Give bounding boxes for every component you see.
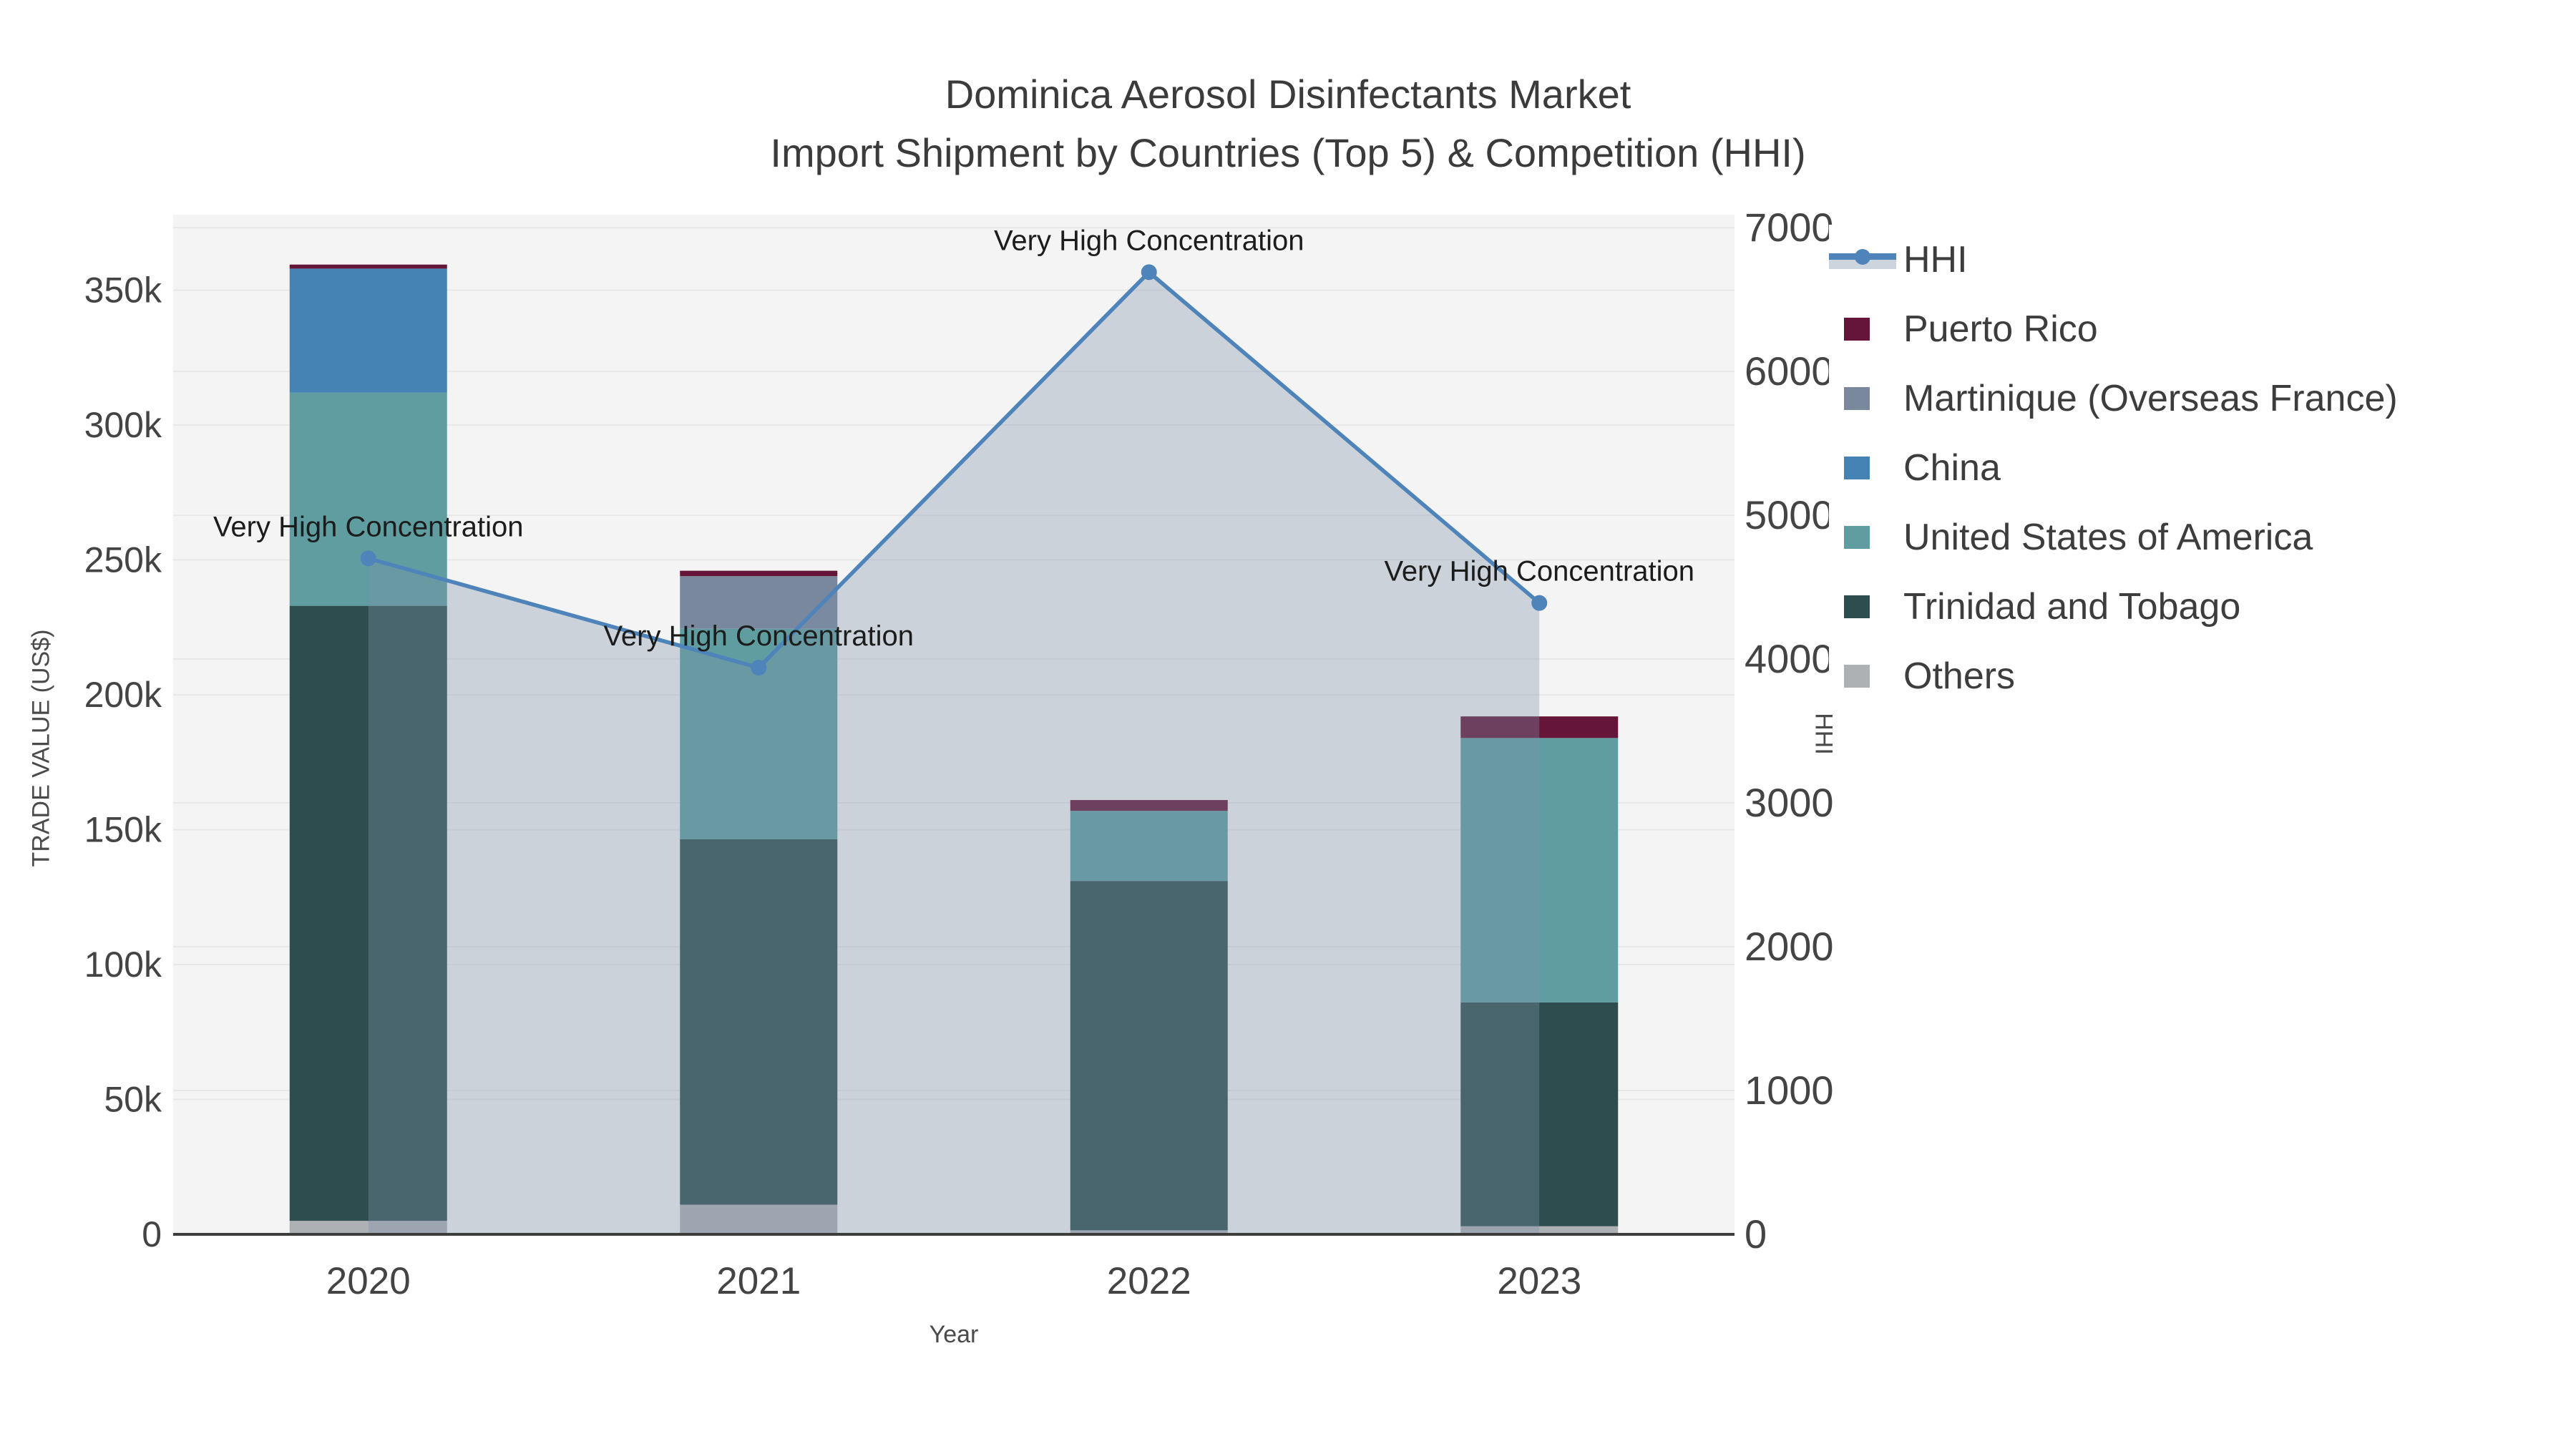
legend-swatch-slot bbox=[1829, 317, 1903, 341]
color-swatch-icon bbox=[1844, 595, 1870, 618]
bar-segment-trinidad-and-tobago-2021[interactable] bbox=[680, 839, 838, 1205]
legend-swatch-slot bbox=[1829, 595, 1903, 618]
y2-tick-4000: 4000 bbox=[1745, 636, 1834, 681]
legend-swatch-slot bbox=[1829, 248, 1903, 270]
y2-tick-1000: 1000 bbox=[1745, 1068, 1834, 1113]
annotation-2020: Very High Concentration bbox=[213, 511, 524, 542]
bar-segment-puerto-rico-2022[interactable] bbox=[1070, 800, 1228, 811]
bar-segment-trinidad-and-tobago-2022[interactable] bbox=[1070, 881, 1228, 1231]
y-axis-title-left: TRADE VALUE (US$) bbox=[27, 629, 55, 867]
bar-segment-united-states-of-america-2022[interactable] bbox=[1070, 811, 1228, 882]
y1-tick-300k: 300k bbox=[84, 405, 162, 445]
bar-segment-trinidad-and-tobago-2020[interactable] bbox=[289, 605, 447, 1221]
legend-label: United States of America bbox=[1903, 516, 2313, 558]
y1-tick-200k: 200k bbox=[84, 675, 162, 715]
chart-title: Dominica Aerosol Disinfectants Market bbox=[945, 72, 1631, 117]
hhi-point-2021[interactable] bbox=[751, 660, 767, 676]
y1-tick-350k: 350k bbox=[84, 270, 162, 311]
y2-tick-3000: 3000 bbox=[1745, 780, 1834, 825]
bar-segment-others-2020[interactable] bbox=[289, 1221, 447, 1234]
x-tick-2022: 2022 bbox=[1107, 1260, 1191, 1302]
hhi-area-fill bbox=[368, 272, 1540, 1235]
annotation-2022: Very High Concentration bbox=[994, 225, 1304, 256]
legend-label: Puerto Rico bbox=[1903, 308, 2098, 350]
bar-segment-puerto-rico-2023[interactable] bbox=[1460, 716, 1619, 738]
bar-segment-puerto-rico-2020[interactable] bbox=[289, 264, 447, 269]
legend-item-puerto-rico[interactable]: Puerto Rico bbox=[1829, 294, 2576, 364]
chart-subtitle: Import Shipment by Countries (Top 5) & C… bbox=[770, 130, 1806, 175]
hhi-point-2022[interactable] bbox=[1141, 264, 1157, 280]
legend-item-trinidad-and-tobago[interactable]: Trinidad and Tobago bbox=[1829, 572, 2576, 641]
bar-segment-others-2023[interactable] bbox=[1460, 1226, 1619, 1234]
y2-tick-6000: 6000 bbox=[1745, 348, 1834, 394]
legend-swatch-slot bbox=[1829, 664, 1903, 688]
legend: HHI Puerto Rico Martinique (Overseas Franc… bbox=[1829, 225, 2576, 711]
hhi-point-2023[interactable] bbox=[1531, 595, 1548, 611]
bar-segment-trinidad-and-tobago-2023[interactable] bbox=[1460, 1002, 1619, 1226]
color-swatch-icon bbox=[1844, 386, 1870, 410]
legend-item-china[interactable]: China bbox=[1829, 433, 2576, 502]
legend-label: Others bbox=[1903, 655, 2016, 697]
legend-label: China bbox=[1903, 447, 2001, 489]
x-tick-2023: 2023 bbox=[1497, 1260, 1581, 1302]
x-tick-2020: 2020 bbox=[326, 1260, 411, 1302]
bar-segment-others-2022[interactable] bbox=[1070, 1230, 1228, 1234]
bar-segment-china-2020[interactable] bbox=[289, 268, 447, 393]
hhi-line bbox=[368, 269, 1541, 670]
annotation-2023: Very High Concentration bbox=[1384, 556, 1694, 587]
y1-tick-0: 0 bbox=[142, 1214, 162, 1254]
color-swatch-icon bbox=[1844, 664, 1870, 688]
legend-item-hhi[interactable]: HHI bbox=[1829, 225, 2576, 294]
bar-segment-puerto-rico-2021[interactable] bbox=[680, 570, 838, 577]
y2-tick-2000: 2000 bbox=[1745, 924, 1834, 969]
legend-label: HHI bbox=[1903, 238, 1968, 280]
legend-swatch-slot bbox=[1829, 386, 1903, 410]
color-swatch-icon bbox=[1844, 317, 1870, 341]
hhi-marker-sample bbox=[1855, 248, 1870, 265]
y2-tick-5000: 5000 bbox=[1745, 492, 1834, 537]
bar-segment-united-states-of-america-2020[interactable] bbox=[289, 392, 447, 606]
bar-segment-united-states-of-america-2023[interactable] bbox=[1460, 738, 1619, 1002]
color-swatch-icon bbox=[1844, 525, 1870, 549]
hhi-line-swatch-icon bbox=[1829, 248, 1896, 270]
bar-segment-martinique-overseas-france-2021[interactable] bbox=[680, 576, 838, 629]
legend-item-united-states-of-america[interactable]: United States of America bbox=[1829, 502, 2576, 572]
x-axis-title: Year bbox=[929, 1321, 979, 1348]
y2-tick-7000: 7000 bbox=[1745, 205, 1834, 250]
y1-tick-50k: 50k bbox=[104, 1080, 162, 1120]
legend-label: Trinidad and Tobago bbox=[1903, 585, 2241, 628]
legend-swatch-slot bbox=[1829, 456, 1903, 479]
hhi-point-2020[interactable] bbox=[360, 550, 376, 567]
y1-tick-250k: 250k bbox=[84, 540, 162, 580]
y1-tick-100k: 100k bbox=[84, 945, 162, 985]
color-swatch-icon bbox=[1844, 456, 1870, 479]
annotation-2021: Very High Concentration bbox=[603, 620, 914, 652]
y2-tick-0: 0 bbox=[1745, 1211, 1767, 1257]
y1-tick-150k: 150k bbox=[84, 810, 162, 850]
legend-item-martinique-overseas-france[interactable]: Martinique (Overseas France) bbox=[1829, 364, 2576, 433]
x-tick-2021: 2021 bbox=[716, 1260, 801, 1302]
legend-label: Martinique (Overseas France) bbox=[1903, 377, 2398, 419]
bar-segment-others-2021[interactable] bbox=[680, 1204, 838, 1234]
legend-swatch-slot bbox=[1829, 525, 1903, 549]
legend-item-others[interactable]: Others bbox=[1829, 641, 2576, 711]
